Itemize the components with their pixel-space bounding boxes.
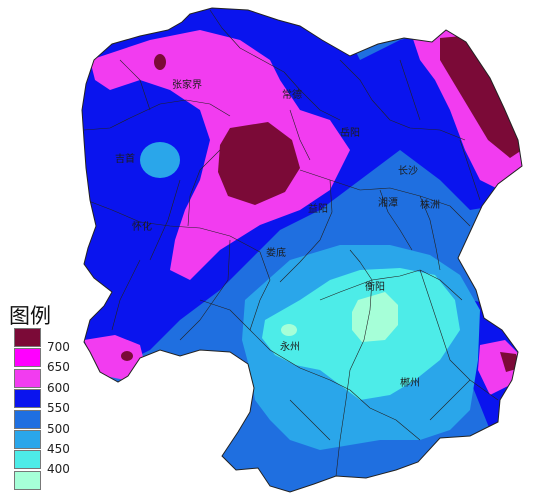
- city-label-changde: 常德: [282, 88, 302, 101]
- legend-swatch: [14, 450, 41, 470]
- city-label-loudi: 娄底: [266, 246, 286, 259]
- band-650-southwest: [84, 335, 145, 380]
- legend-swatch: [14, 328, 41, 347]
- city-label-zhangjiajie: 张家界: [172, 78, 202, 91]
- city-label-huaihua: 怀化: [132, 220, 152, 233]
- city-label-yiyang: 益阳: [308, 202, 328, 215]
- city-label-xiangtan: 湘潭: [378, 196, 398, 209]
- legend-label: 550: [47, 401, 70, 416]
- legend-swatch: [14, 429, 41, 449]
- city-label-changsha: 长沙: [398, 165, 418, 177]
- band-400-hengyang: [352, 292, 398, 342]
- legend-label: 400: [47, 462, 70, 477]
- legend-label: 600: [47, 380, 70, 395]
- band-700-north-spot: [154, 54, 166, 70]
- legend-swatch: [14, 409, 41, 429]
- legend-label: 700: [47, 340, 70, 354]
- city-label-jishou: 吉首: [115, 152, 135, 165]
- legend-swatch: [14, 389, 41, 409]
- city-label-zhuzhou: 株洲: [420, 198, 440, 211]
- admin-boundaries: [83, 9, 499, 477]
- city-label-chenzhou: 郴州: [400, 376, 420, 389]
- legend-swatch: [14, 470, 41, 490]
- city-label-hengyang: 衡阳: [365, 281, 385, 293]
- band-650-northeast: [410, 28, 522, 190]
- legend-swatch: [14, 368, 41, 388]
- legend-label: 500: [47, 421, 70, 436]
- legend-label: 650: [47, 360, 70, 375]
- band-700-northeast: [440, 36, 522, 158]
- city-label-yongzhou: 永州: [280, 340, 300, 353]
- legend-swatch: [14, 348, 41, 368]
- band-700-center: [218, 122, 300, 205]
- band-500-west-spot: [140, 142, 180, 178]
- legend-label: 450: [47, 441, 70, 456]
- band-400-yongzhou: [281, 324, 297, 336]
- legend-title: 图例: [9, 304, 51, 328]
- city-label-yueyang: 岳阳: [340, 127, 360, 139]
- band-700-southwest-spot: [121, 351, 133, 361]
